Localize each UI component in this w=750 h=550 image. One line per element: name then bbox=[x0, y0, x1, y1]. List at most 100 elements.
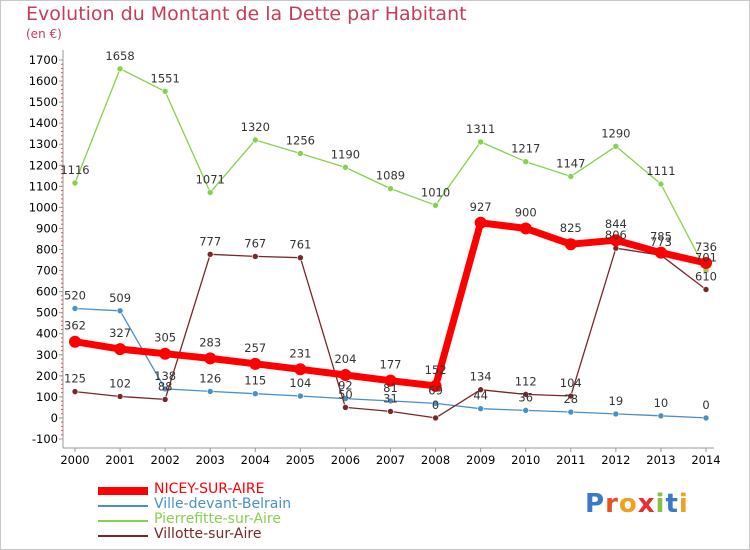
data-point bbox=[432, 414, 439, 422]
data-point bbox=[204, 352, 217, 365]
data-label: 92 bbox=[338, 379, 353, 393]
legend-swatch bbox=[98, 487, 148, 495]
chart-title: Evolution du Montant de la Dette par Hab… bbox=[26, 3, 467, 25]
data-label: 1071 bbox=[196, 172, 225, 186]
data-point bbox=[342, 164, 349, 171]
data-point bbox=[69, 335, 81, 348]
x-tick-label: 2007 bbox=[376, 453, 405, 467]
data-label: 1217 bbox=[511, 142, 540, 156]
data-label: 610 bbox=[695, 270, 717, 284]
data-label: 10 bbox=[654, 396, 669, 410]
data-label: 1551 bbox=[151, 71, 180, 85]
data-point bbox=[387, 397, 394, 405]
data-label: 104 bbox=[560, 376, 582, 390]
data-label: 50 bbox=[338, 387, 353, 401]
data-label: 362 bbox=[64, 319, 86, 333]
data-point bbox=[429, 379, 442, 392]
data-point bbox=[567, 408, 575, 416]
y-tick-label: 0 bbox=[51, 411, 58, 425]
y-tick-label: 300 bbox=[36, 348, 58, 362]
data-label: 126 bbox=[199, 371, 221, 385]
data-label: 1089 bbox=[376, 169, 405, 183]
y-tick-label: 1500 bbox=[29, 95, 58, 109]
y-tick-label: 1300 bbox=[29, 137, 58, 151]
data-label: 19 bbox=[609, 394, 624, 408]
y-tick-label: 1100 bbox=[29, 179, 58, 193]
y-tick-label: 1400 bbox=[29, 116, 58, 130]
data-label: 509 bbox=[109, 291, 131, 305]
data-label: 283 bbox=[199, 335, 221, 349]
data-label: 1190 bbox=[331, 147, 360, 161]
data-label: 520 bbox=[64, 288, 86, 302]
legend-swatch bbox=[98, 520, 148, 522]
data-label: 736 bbox=[695, 240, 717, 254]
data-point bbox=[206, 251, 214, 258]
y-tick-label: 1000 bbox=[29, 200, 58, 214]
data-point bbox=[477, 405, 484, 412]
data-label: 152 bbox=[425, 363, 447, 377]
data-label: 125 bbox=[64, 372, 86, 386]
proxiti-logo: Proxiti bbox=[585, 489, 689, 519]
y-tick-label: 200 bbox=[36, 369, 58, 383]
data-point bbox=[567, 392, 575, 400]
data-label: 134 bbox=[470, 370, 492, 384]
series-nicey-sur-aire bbox=[69, 216, 712, 392]
data-point bbox=[702, 414, 710, 422]
data-point bbox=[657, 180, 665, 188]
data-label: 0 bbox=[702, 398, 709, 412]
data-point bbox=[522, 391, 530, 398]
data-point bbox=[251, 253, 259, 260]
y-tick-label: 600 bbox=[36, 285, 58, 299]
data-point bbox=[522, 158, 530, 165]
data-label: 1658 bbox=[105, 49, 134, 63]
data-label: 31 bbox=[383, 391, 398, 405]
data-point bbox=[161, 396, 169, 403]
data-point bbox=[71, 179, 79, 187]
data-point bbox=[432, 201, 439, 209]
x-tick-label: 2013 bbox=[646, 453, 675, 467]
data-label: 102 bbox=[109, 376, 131, 390]
data-point bbox=[567, 173, 575, 180]
data-point bbox=[206, 189, 214, 196]
x-tick-label: 2002 bbox=[151, 453, 180, 467]
data-point bbox=[297, 254, 304, 262]
axes: -100010020030040050060070080090010001100… bbox=[29, 50, 721, 467]
data-point bbox=[249, 357, 262, 370]
data-label: 785 bbox=[650, 230, 672, 244]
data-point bbox=[612, 410, 620, 418]
data-label: 28 bbox=[563, 392, 578, 406]
y-tick-label: 400 bbox=[36, 327, 58, 341]
data-point bbox=[387, 185, 394, 192]
legend-swatch bbox=[98, 505, 148, 507]
data-label: 1320 bbox=[241, 120, 270, 134]
data-label: 844 bbox=[605, 217, 627, 231]
x-tick-label: 2006 bbox=[331, 453, 360, 467]
data-label: 257 bbox=[244, 341, 266, 355]
y-tick-label: 700 bbox=[36, 264, 58, 278]
data-point bbox=[519, 222, 532, 235]
series-ville-devant-belrain bbox=[71, 305, 710, 422]
data-point bbox=[206, 388, 214, 395]
y-tick-label: 500 bbox=[36, 306, 58, 320]
data-point bbox=[387, 408, 394, 415]
data-point bbox=[339, 368, 352, 381]
data-label: 112 bbox=[515, 374, 537, 388]
data-point bbox=[116, 307, 124, 315]
y-tick-label: 1700 bbox=[29, 53, 58, 67]
x-tick-label: 2009 bbox=[466, 453, 495, 467]
data-point bbox=[297, 392, 304, 400]
y-tick-label: -100 bbox=[32, 432, 58, 446]
data-label: 231 bbox=[289, 346, 311, 360]
data-label: 1290 bbox=[601, 126, 630, 140]
data-point bbox=[116, 393, 124, 400]
data-label: 0 bbox=[432, 398, 439, 412]
data-point bbox=[159, 347, 172, 360]
data-label: 1147 bbox=[556, 156, 585, 170]
data-point bbox=[654, 246, 667, 259]
x-tick-label: 2000 bbox=[60, 453, 89, 467]
data-label: 69 bbox=[428, 383, 443, 397]
data-label: 177 bbox=[380, 358, 402, 372]
data-label: 115 bbox=[244, 374, 266, 388]
legend-swatch bbox=[98, 535, 148, 537]
